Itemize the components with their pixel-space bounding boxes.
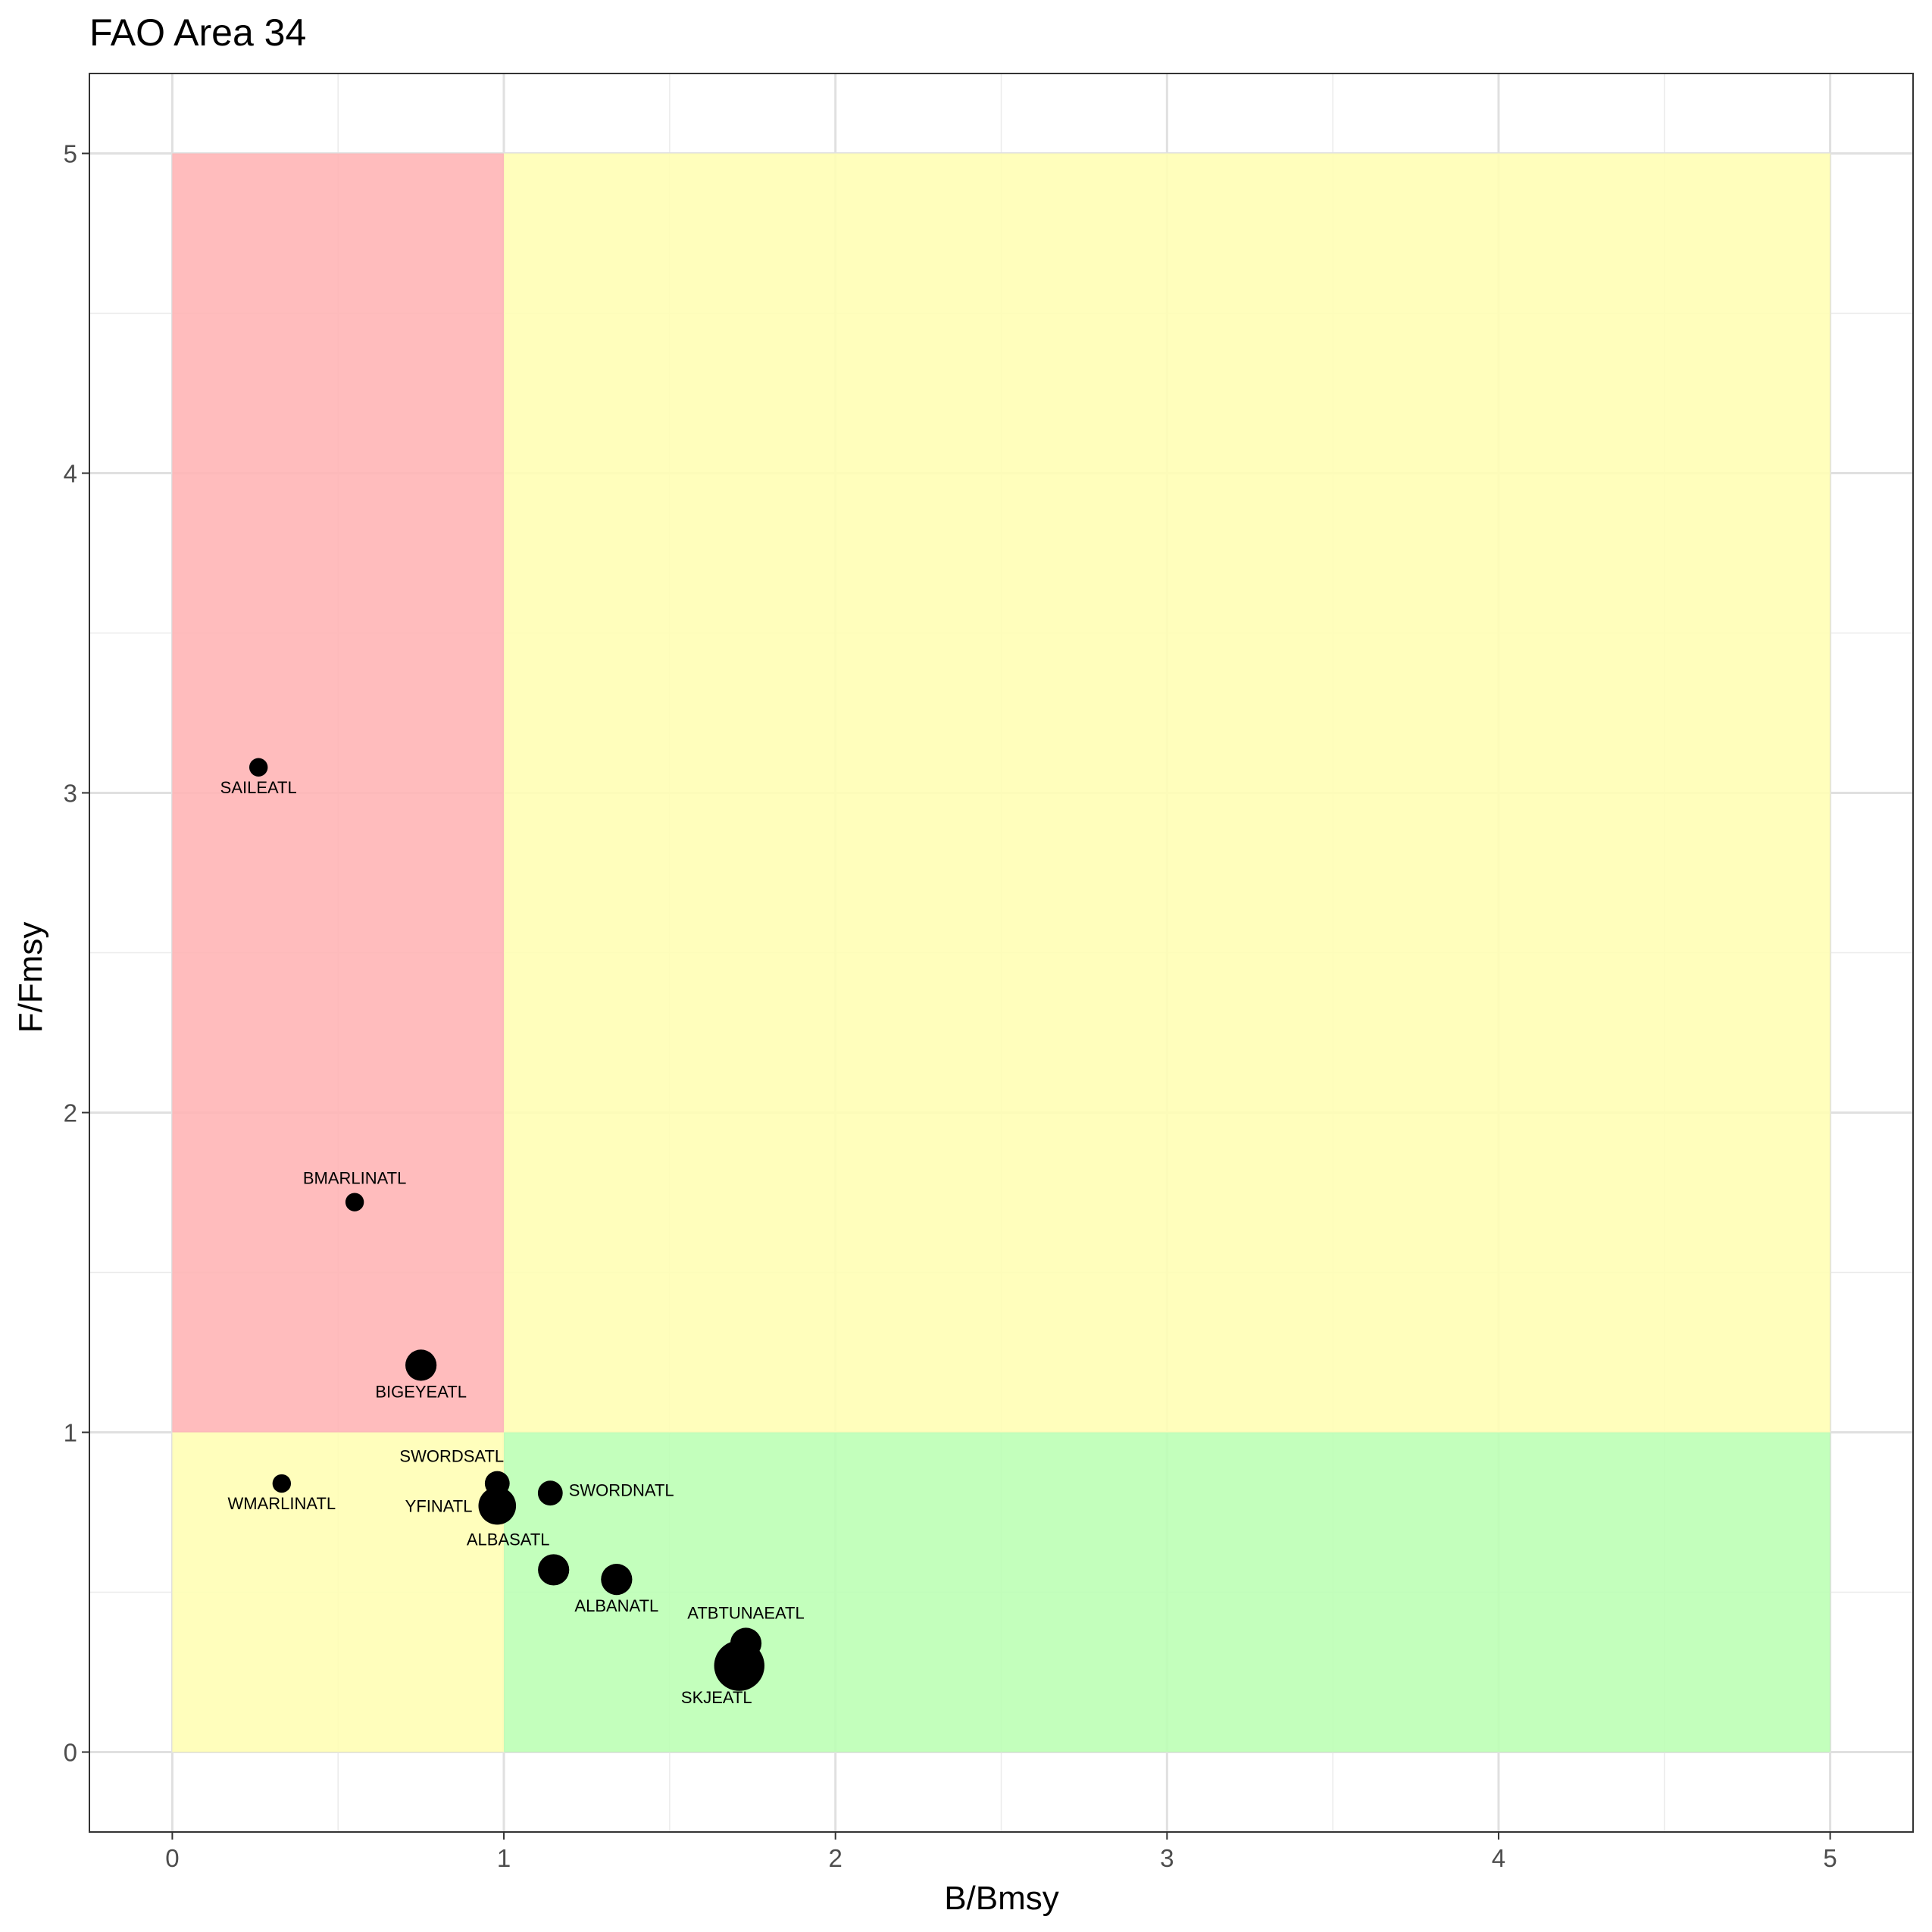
point-label: WMARLINATL (228, 1494, 336, 1513)
x-tick-label: 5 (1823, 1844, 1837, 1872)
point-label: ALBASATL (467, 1530, 550, 1549)
point-label: SAILEATL (220, 778, 297, 797)
y-tick-label: 5 (64, 140, 77, 168)
status-zone-2 (172, 1432, 505, 1752)
point-label: BIGEYEATL (375, 1382, 467, 1401)
point-label: ALBANATL (574, 1596, 658, 1615)
x-tick-label: 2 (829, 1844, 843, 1872)
y-tick-label: 4 (64, 460, 77, 488)
y-tick-label: 3 (64, 780, 77, 808)
y-tick-label: 0 (64, 1739, 77, 1767)
x-tick-label: 4 (1492, 1844, 1505, 1872)
point-label: SWORDSATL (399, 1447, 504, 1466)
data-point (478, 1487, 517, 1525)
x-axis-title: B/Bmsy (944, 1880, 1059, 1917)
point-label: YFINATL (405, 1497, 473, 1516)
y-tick-label: 1 (64, 1419, 77, 1447)
status-zone-1 (504, 153, 1830, 1433)
data-point (249, 758, 268, 777)
x-tick-label: 3 (1160, 1844, 1174, 1872)
data-point (405, 1349, 437, 1381)
point-label: BMARLINATL (303, 1168, 407, 1187)
x-tick-label: 0 (165, 1844, 179, 1872)
data-point (537, 1480, 563, 1506)
status-zone-0 (172, 153, 505, 1433)
status-zone-3 (504, 1432, 1830, 1752)
y-tick-label: 2 (64, 1099, 77, 1127)
point-label: SWORDNATL (569, 1481, 674, 1500)
data-point (714, 1640, 764, 1691)
y-axis-title: F/Fmsy (12, 922, 49, 1033)
point-label: SKJEATL (681, 1688, 752, 1707)
data-point (345, 1193, 364, 1211)
plot-area: SAILEATL BMARLINATL BIGEYEATL WMARLINATL SWO… (64, 73, 1914, 1872)
data-point (272, 1474, 292, 1493)
panel-border (89, 73, 1914, 1833)
chart-title: FAO Area 34 (89, 11, 306, 54)
x-tick-label: 1 (497, 1844, 511, 1872)
point-label: ATBTUNAEATL (687, 1603, 804, 1622)
data-point (538, 1554, 570, 1586)
data-point (601, 1564, 633, 1596)
